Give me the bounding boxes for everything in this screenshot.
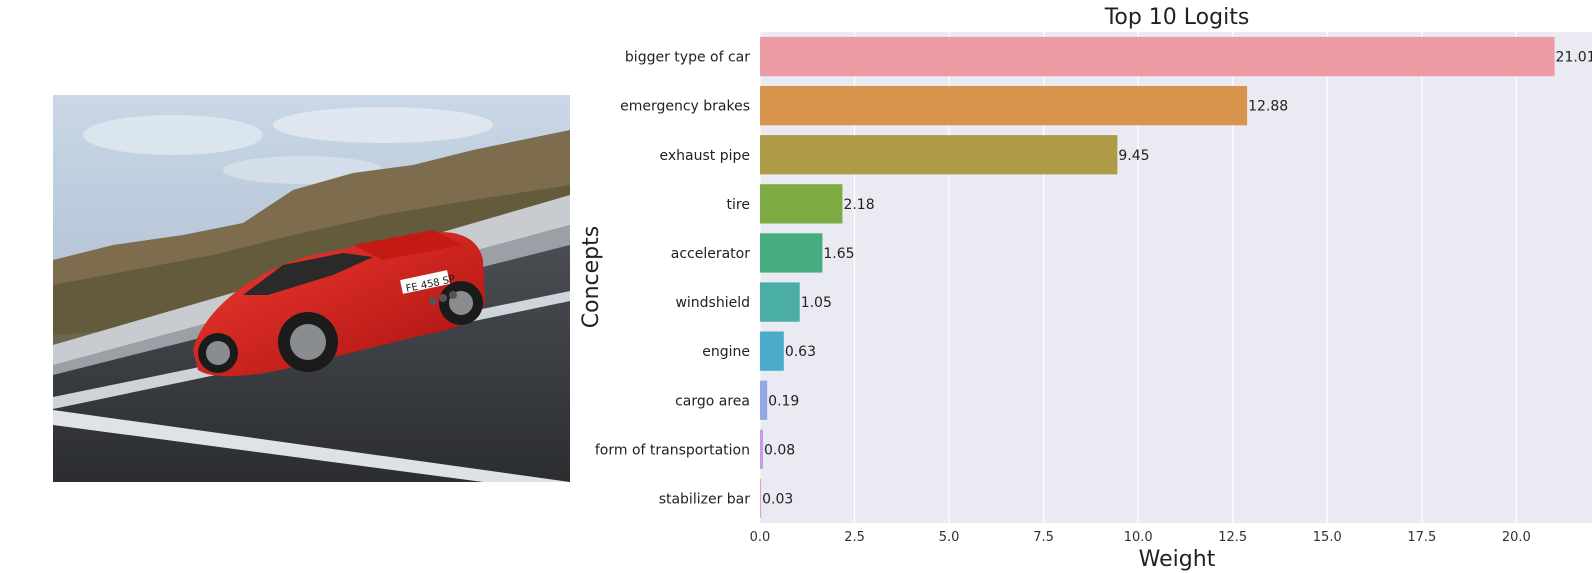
bar (760, 36, 1555, 77)
bar-value-label: 9.45 (1118, 148, 1149, 164)
x-tick-label: 12.5 (1218, 530, 1247, 545)
bar-value-label: 21.01 (1556, 50, 1592, 66)
car-photo-illustration: FE 458 SP (53, 95, 570, 482)
bar (760, 233, 823, 273)
x-tick-label: 2.5 (844, 530, 865, 545)
red-convertible-car: FE 458 SP (193, 230, 485, 377)
bar (760, 135, 1118, 175)
x-tick-label: 0.0 (750, 530, 771, 545)
y-tick-label: form of transportation (595, 442, 750, 458)
x-axis-label: Weight (1139, 547, 1216, 572)
y-tick-label: stabilizer bar (659, 491, 751, 507)
bar-value-label: 1.65 (823, 246, 854, 262)
chart-title: Top 10 Logits (1104, 5, 1250, 30)
bar (760, 429, 764, 469)
bar-value-label: 2.18 (843, 197, 874, 213)
y-tick-label: emergency brakes (620, 99, 750, 115)
bar-value-label: 12.88 (1248, 99, 1288, 115)
y-tick-label: tire (727, 197, 750, 213)
bar-value-label: 0.19 (768, 393, 799, 409)
bar-value-label: 1.05 (801, 295, 832, 311)
bar (760, 184, 843, 224)
x-tick-label: 5.0 (939, 530, 960, 545)
y-tick-label: accelerator (671, 246, 750, 262)
x-tick-label: 7.5 (1033, 530, 1054, 545)
y-tick-labels: bigger type of car emergency brakes exhaus… (595, 50, 750, 508)
bar (760, 478, 762, 519)
x-tick-label: 20.0 (1502, 530, 1531, 545)
x-tick-labels: 0.0 2.5 5.0 7.5 10.0 12.5 15.0 17.5 20.0 (750, 530, 1531, 545)
bars: 21.01 12.88 9.45 2.18 1.65 1.05 0.63 0.19 0.08 0.… (760, 36, 1592, 519)
bar (760, 331, 784, 371)
y-tick-label: windshield (675, 295, 750, 311)
x-tick-label: 10.0 (1124, 530, 1153, 545)
y-tick-label: cargo area (675, 393, 750, 409)
y-tick-label: engine (702, 344, 750, 360)
bar-value-label: 0.63 (785, 344, 816, 360)
bar (760, 380, 768, 420)
y-axis-label: Concepts (579, 226, 604, 328)
y-tick-label: bigger type of car (625, 50, 750, 66)
bar (760, 86, 1248, 126)
bar (760, 282, 800, 322)
bar-value-label: 0.03 (762, 491, 793, 507)
x-tick-label: 17.5 (1407, 530, 1436, 545)
car-photo: FE 458 SP (53, 95, 570, 482)
x-tick-label: 15.0 (1313, 530, 1342, 545)
bar-value-label: 0.08 (764, 442, 795, 458)
y-tick-label: exhaust pipe (660, 148, 751, 164)
